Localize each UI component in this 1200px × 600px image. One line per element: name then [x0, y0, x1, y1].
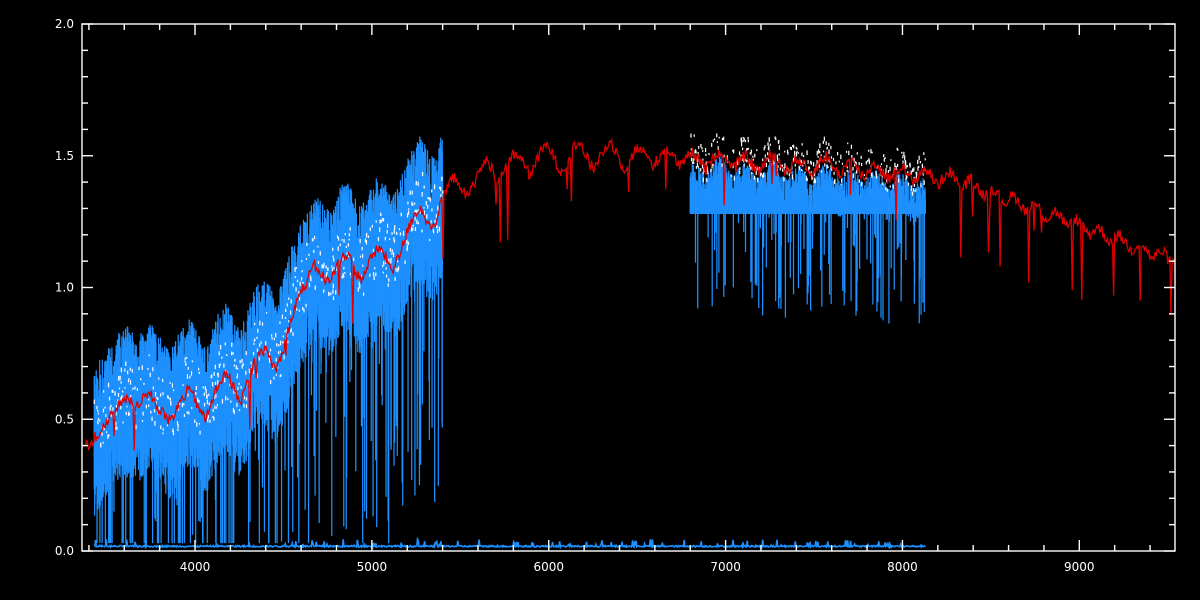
- overplot-white-trace: [93, 133, 926, 448]
- tick-labels: 4000 5000 6000 7000 8000 9000 0.0 0.5 1.0 1.5 2.0: [55, 17, 1095, 574]
- svg-text:6000: 6000: [533, 560, 564, 574]
- svg-text:2.0: 2.0: [55, 17, 74, 31]
- svg-text:5000: 5000: [357, 560, 388, 574]
- model-spectrum-trace: [84, 137, 1175, 451]
- svg-text:1.0: 1.0: [55, 281, 74, 295]
- error-spectrum-trace: [93, 536, 926, 550]
- svg-text:0.0: 0.0: [55, 544, 74, 558]
- axis-frame: [81, 23, 1176, 552]
- svg-text:0.5: 0.5: [55, 412, 74, 426]
- svg-text:4000: 4000: [180, 560, 211, 574]
- svg-text:1.5: 1.5: [55, 149, 74, 163]
- svg-text:9000: 9000: [1064, 560, 1095, 574]
- svg-text:7000: 7000: [710, 560, 741, 574]
- svg-text:8000: 8000: [887, 560, 918, 574]
